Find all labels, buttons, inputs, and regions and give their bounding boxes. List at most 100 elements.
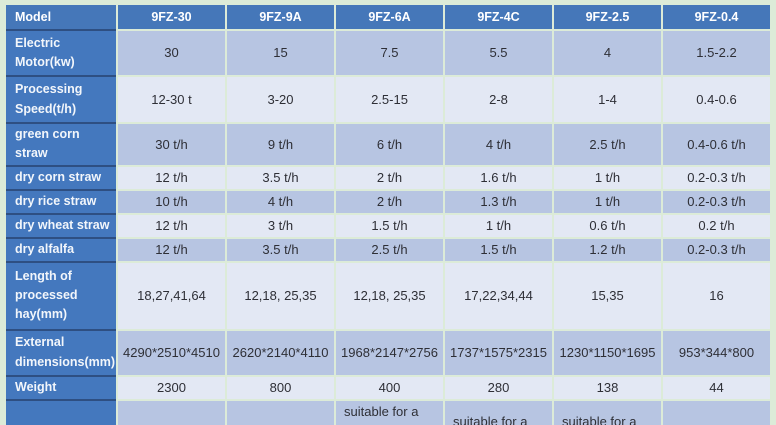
cell-processing-speed-t-h-9fz-30: 12-30 t <box>118 77 225 122</box>
cell-length-of-processed-hay-mm-9fz-4c: 17,22,34,44 <box>445 262 552 329</box>
table-row-weight: Weight 2300 800 400 280 138 44 <box>6 376 770 399</box>
cell-external-dimensions-mm-9fz-2-5: 1230*1150*1695 <box>554 330 661 375</box>
row-label-electric-motor-kw: Electric Motor(kw) <box>6 31 116 75</box>
cell-dry-alfalfa-9fz-2-5: 1.2 t/h <box>554 238 661 261</box>
spec-table-head: Model 9FZ-30 9FZ-9A 9FZ-6A 9FZ-4C 9FZ-2.5 9FZ-… <box>6 5 770 29</box>
cell-dry-wheat-straw-9fz-4c: 1 t/h <box>445 214 552 237</box>
cell-green-corn-straw-9fz-6a: 6 t/h <box>336 124 443 165</box>
table-row-external-dimensions-mm: External dimensions(mm) 4290*2510*4510 262… <box>6 330 770 375</box>
header-cell-9fz-30: 9FZ-30 <box>118 5 225 29</box>
cell-dry-corn-straw-9fz-0-4: 0.2-0.3 t/h <box>663 166 770 189</box>
cell-dry-alfalfa-9fz-0-4: 0.2-0.3 t/h <box>663 238 770 261</box>
row-label-weight: Weight <box>6 376 116 399</box>
cell-processing-speed-t-h-9fz-9a: 3-20 <box>227 77 334 122</box>
cell-weight-9fz-2-5: 138 <box>554 376 661 399</box>
cell-dry-wheat-straw-9fz-0-4: 0.2 t/h <box>663 214 770 237</box>
cell-weight-9fz-6a: 400 <box>336 376 443 399</box>
cell-dry-corn-straw-9fz-6a: 2 t/h <box>336 166 443 189</box>
table-row-application: ApplicationFor Large Scale FarmsFor Larg… <box>6 400 770 425</box>
cell-dry-alfalfa-9fz-30: 12 t/h <box>118 238 225 261</box>
cell-electric-motor-kw-9fz-4c: 5.5 <box>445 31 552 75</box>
cell-external-dimensions-mm-9fz-30: 4290*2510*4510 <box>118 330 225 375</box>
cell-dry-wheat-straw-9fz-6a: 1.5 t/h <box>336 214 443 237</box>
cell-external-dimensions-mm-9fz-0-4: 953*344*800 <box>663 330 770 375</box>
cell-application-9fz-4c: suitable for a farm of 30 cows or 100 sh… <box>445 400 552 425</box>
header-row: Model 9FZ-30 9FZ-9A 9FZ-6A 9FZ-4C 9FZ-2.5 9FZ-… <box>6 5 770 29</box>
cell-application-9fz-9a: For Large Scale Farms <box>227 400 334 425</box>
cell-length-of-processed-hay-mm-9fz-30: 18,27,41,64 <box>118 262 225 329</box>
header-cell-9fz-6a: 9FZ-6A <box>336 5 443 29</box>
row-label-dry-corn-straw: dry corn straw <box>6 166 116 189</box>
row-label-green-corn-straw: green corn straw <box>6 124 116 165</box>
row-label-dry-alfalfa: dry alfalfa <box>6 238 116 261</box>
cell-green-corn-straw-9fz-9a: 9 t/h <box>227 124 334 165</box>
cell-green-corn-straw-9fz-4c: 4 t/h <box>445 124 552 165</box>
cell-length-of-processed-hay-mm-9fz-2-5: 15,35 <box>554 262 661 329</box>
cell-weight-9fz-0-4: 44 <box>663 376 770 399</box>
cell-processing-speed-t-h-9fz-2-5: 1-4 <box>554 77 661 122</box>
cell-dry-rice-straw-9fz-6a: 2 t/h <box>336 190 443 213</box>
header-cell-9fz-0-4: 9FZ-0.4 <box>663 5 770 29</box>
table-row-dry-corn-straw: dry corn straw 12 t/h 3.5 t/h 2 t/h 1.6 t/h 1… <box>6 166 770 189</box>
cell-weight-9fz-30: 2300 <box>118 376 225 399</box>
row-label-dry-rice-straw: dry rice straw <box>6 190 116 213</box>
cell-processing-speed-t-h-9fz-6a: 2.5-15 <box>336 77 443 122</box>
cell-electric-motor-kw-9fz-30: 30 <box>118 31 225 75</box>
cell-dry-corn-straw-9fz-9a: 3.5 t/h <box>227 166 334 189</box>
row-label-dry-wheat-straw: dry wheat straw <box>6 214 116 237</box>
cell-dry-wheat-straw-9fz-2-5: 0.6 t/h <box>554 214 661 237</box>
cell-length-of-processed-hay-mm-9fz-6a: 12,18, 25,35 <box>336 262 443 329</box>
row-label-processing-speed-t-h: Processing Speed(t/h) <box>6 77 116 122</box>
cell-electric-motor-kw-9fz-6a: 7.5 <box>336 31 443 75</box>
cell-external-dimensions-mm-9fz-6a: 1968*2147*2756 <box>336 330 443 375</box>
cell-electric-motor-kw-9fz-2-5: 4 <box>554 31 661 75</box>
header-cell-9fz-2-5: 9FZ-2.5 <box>554 5 661 29</box>
header-cell-9fz-4c: 9FZ-4C <box>445 5 552 29</box>
cell-dry-rice-straw-9fz-2-5: 1 t/h <box>554 190 661 213</box>
cell-dry-rice-straw-9fz-9a: 4 t/h <box>227 190 334 213</box>
cell-dry-wheat-straw-9fz-30: 12 t/h <box>118 214 225 237</box>
cell-dry-corn-straw-9fz-2-5: 1 t/h <box>554 166 661 189</box>
cell-dry-alfalfa-9fz-6a: 2.5 t/h <box>336 238 443 261</box>
cell-green-corn-straw-9fz-30: 30 t/h <box>118 124 225 165</box>
header-cell-9fz-9a: 9FZ-9A <box>227 5 334 29</box>
cell-dry-corn-straw-9fz-30: 12 t/h <box>118 166 225 189</box>
cell-weight-9fz-9a: 800 <box>227 376 334 399</box>
cell-application-9fz-30: For Large Scale Farms <box>118 400 225 425</box>
cell-electric-motor-kw-9fz-9a: 15 <box>227 31 334 75</box>
header-cell-model: Model <box>6 5 116 29</box>
row-label-application: Application <box>6 400 116 425</box>
row-label-external-dimensions-mm: External dimensions(mm) <box>6 330 116 375</box>
table-row-dry-rice-straw: dry rice straw 10 t/h 4 t/h 2 t/h 1.3 t/h 1 t… <box>6 190 770 213</box>
table-row-electric-motor-kw: Electric Motor(kw) 30 15 7.5 5.5 4 1.5-2.2 <box>6 31 770 75</box>
cell-external-dimensions-mm-9fz-9a: 2620*2140*4110 <box>227 330 334 375</box>
cell-electric-motor-kw-9fz-0-4: 1.5-2.2 <box>663 31 770 75</box>
spec-table: Model 9FZ-30 9FZ-9A 9FZ-6A 9FZ-4C 9FZ-2.5 9FZ-… <box>4 3 772 425</box>
cell-application-9fz-2-5: suitable for a farm of 15 cows or 50 she… <box>554 400 661 425</box>
table-row-dry-wheat-straw: dry wheat straw 12 t/h 3 t/h 1.5 t/h 1 t/h 0.… <box>6 214 770 237</box>
cell-green-corn-straw-9fz-0-4: 0.4-0.6 t/h <box>663 124 770 165</box>
cell-dry-rice-straw-9fz-0-4: 0.2-0.3 t/h <box>663 190 770 213</box>
table-row-green-corn-straw: green corn straw 30 t/h 9 t/h 6 t/h 4 t/h 2.5… <box>6 124 770 165</box>
cell-green-corn-straw-9fz-2-5: 2.5 t/h <box>554 124 661 165</box>
cell-application-9fz-0-4: for Home Use <box>663 400 770 425</box>
cell-application-9fz-6a: suitable for a farm of 100 cows or 300 s… <box>336 400 443 425</box>
cell-processing-speed-t-h-9fz-0-4: 0.4-0.6 <box>663 77 770 122</box>
spec-table-body: Electric Motor(kw) 30 15 7.5 5.5 4 1.5-2.2 Proc… <box>6 31 770 425</box>
row-label-length-of-processed-hay-mm: Length of processed hay(mm) <box>6 262 116 329</box>
table-row-processing-speed-t-h: Processing Speed(t/h) 12-30 t 3-20 2.5-15 2-… <box>6 77 770 122</box>
cell-dry-corn-straw-9fz-4c: 1.6 t/h <box>445 166 552 189</box>
cell-dry-wheat-straw-9fz-9a: 3 t/h <box>227 214 334 237</box>
cell-processing-speed-t-h-9fz-4c: 2-8 <box>445 77 552 122</box>
table-row-dry-alfalfa: dry alfalfa 12 t/h 3.5 t/h 2.5 t/h 1.5 t/h 1.… <box>6 238 770 261</box>
cell-dry-alfalfa-9fz-9a: 3.5 t/h <box>227 238 334 261</box>
table-row-length-of-processed-hay-mm: Length of processed hay(mm) 18,27,41,64 12… <box>6 262 770 329</box>
cell-dry-alfalfa-9fz-4c: 1.5 t/h <box>445 238 552 261</box>
cell-length-of-processed-hay-mm-9fz-9a: 12,18, 25,35 <box>227 262 334 329</box>
cell-external-dimensions-mm-9fz-4c: 1737*1575*2315 <box>445 330 552 375</box>
cell-weight-9fz-4c: 280 <box>445 376 552 399</box>
cell-dry-rice-straw-9fz-4c: 1.3 t/h <box>445 190 552 213</box>
cell-length-of-processed-hay-mm-9fz-0-4: 16 <box>663 262 770 329</box>
cell-dry-rice-straw-9fz-30: 10 t/h <box>118 190 225 213</box>
